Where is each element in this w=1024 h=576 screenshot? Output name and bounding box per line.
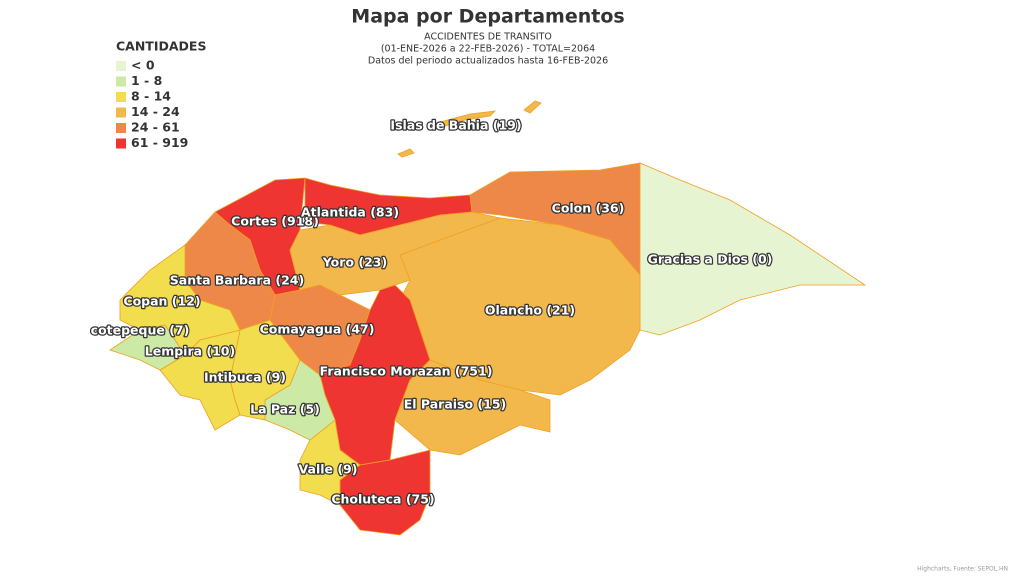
legend-swatch <box>116 138 126 149</box>
region <box>119 244 241 356</box>
legend-swatch <box>116 92 126 102</box>
region <box>394 359 551 456</box>
region <box>299 419 361 506</box>
region-label: La Paz (5) <box>250 402 320 417</box>
region <box>639 162 867 336</box>
region-label: Santa Barbara (24) <box>170 273 304 288</box>
region-label: cotepeque (7) <box>91 323 190 338</box>
region-label: Copan (12) <box>123 294 200 309</box>
legend-label: 61 - 919 <box>131 135 188 150</box>
region-label: Comayagua (47) <box>260 322 375 337</box>
region-label: Islas de Bahia (19) <box>390 118 521 133</box>
legend-label: 14 - 24 <box>131 104 180 119</box>
subtitle: (01-ENE-2026 a 22-FEB-2026) - TOTAL=2064 <box>381 44 595 55</box>
region-label: Cortes (918) <box>231 214 319 229</box>
region-label: Intibuca (9) <box>204 370 286 385</box>
region-label: Lempira (10) <box>145 344 235 359</box>
regions <box>109 100 867 536</box>
chart-title: Mapa por Departamentos <box>351 6 624 28</box>
legend-swatch <box>116 61 126 71</box>
subtitle: Datos del periodo actualizados hasta 16-… <box>368 56 608 67</box>
legend-label: 24 - 61 <box>131 120 180 135</box>
region <box>397 100 542 158</box>
region-label: Francisco Morazan (751) <box>320 364 493 379</box>
region-label: Yoro (23) <box>322 255 387 270</box>
region-label: Colon (36) <box>552 201 625 216</box>
legend-title: CANTIDADES <box>116 39 206 54</box>
region-labels: Cortes (918)Atlantida (83) Colon (36) Grac… <box>89 116 773 508</box>
region-label: Gracias a Dios (0) <box>648 252 773 267</box>
legend-swatch <box>116 107 126 118</box>
legend-swatch <box>116 123 126 133</box>
legend-swatch <box>116 76 126 87</box>
region-label: Choluteca (75) <box>331 492 434 507</box>
legend-label: 8 - 14 <box>131 89 171 104</box>
subtitle: ACCIDENTES DE TRANSITO <box>424 32 552 43</box>
region-label: Atlantida (83) <box>301 205 399 220</box>
region-label: Olancho (21) <box>485 303 575 318</box>
legend-label: < 0 <box>131 58 155 73</box>
region-label: El Paraiso (15) <box>404 397 507 412</box>
legend-label: 1 - 8 <box>131 73 162 88</box>
region-label: Valle (9) <box>299 462 358 477</box>
credits: Highcharts, Fuente: SEPOL.HN <box>917 566 1008 573</box>
